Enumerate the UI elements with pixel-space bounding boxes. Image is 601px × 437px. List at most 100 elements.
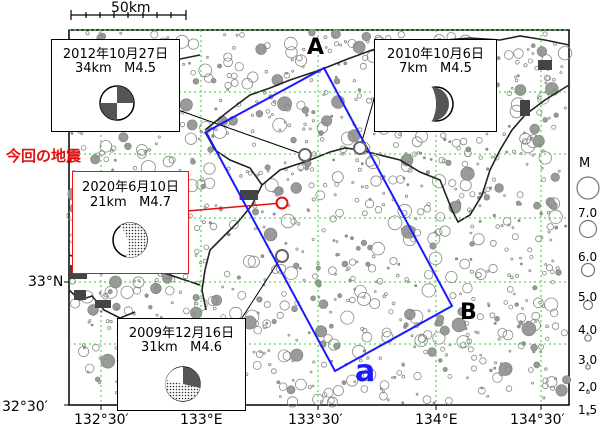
hypocenter-dot (531, 153, 535, 157)
hypocenter-dot (278, 128, 282, 132)
hypocenter-dot (373, 290, 377, 293)
hypocenter-dot (503, 194, 507, 197)
hypocenter-dot (195, 179, 206, 190)
hypocenter-dot (124, 142, 132, 150)
hypocenter-dot (520, 262, 523, 266)
hypocenter-dot (485, 147, 489, 151)
hypocenter-dot (204, 203, 210, 209)
x-tick-label: 132°30′ (74, 412, 129, 428)
hypocenter-dot (113, 158, 117, 162)
hypocenter-dot (516, 74, 520, 77)
hypocenter-dot (478, 219, 482, 223)
hypocenter-dot (98, 356, 102, 360)
hypocenter-dot (474, 268, 487, 281)
hypocenter-dot (436, 314, 445, 323)
hypocenter-dot (459, 258, 471, 270)
hypocenter-dot (323, 387, 334, 398)
hypocenter-dot (332, 385, 344, 397)
hypocenter-dot (303, 122, 307, 126)
event-depth: 34km (74, 61, 112, 76)
hypocenter-dot (440, 346, 446, 352)
hypocenter-dot (291, 172, 294, 176)
hypocenter-dot (214, 204, 218, 207)
hypocenter-dot (341, 152, 344, 156)
hypocenter-dot (153, 286, 157, 290)
hypocenter-dot (247, 171, 253, 176)
y-tick-label: 33°N (28, 274, 64, 290)
hypocenter-dot (256, 296, 263, 303)
hypocenter-dot (467, 346, 474, 353)
hypocenter-dot (538, 301, 542, 305)
hypocenter-dot (407, 167, 413, 173)
hypocenter-dot (340, 115, 344, 119)
hypocenter-dot (154, 284, 158, 288)
hypocenter-dot (421, 283, 436, 298)
hypocenter-dot (334, 75, 338, 79)
hypocenter-dot (550, 269, 555, 275)
hypocenter-dot (536, 109, 543, 116)
hypocenter-dot (395, 273, 400, 278)
hypocenter-dot (317, 295, 321, 299)
hypocenter-dot (263, 42, 271, 50)
hypocenter-dot (428, 251, 443, 266)
hypocenter-dot (182, 62, 186, 66)
hypocenter-dot (312, 393, 324, 406)
hypocenter-dot (533, 201, 541, 210)
hypocenter-dot (207, 146, 214, 153)
hypocenter-dot (301, 250, 305, 254)
hypocenter-dot (327, 48, 333, 54)
hypocenter-dot (429, 157, 433, 161)
hypocenter-dot (192, 78, 200, 85)
hypocenter-dot (354, 97, 358, 101)
hypocenter-dot (258, 170, 263, 176)
hypocenter-dot (362, 368, 377, 382)
hypocenter-dot (253, 326, 262, 335)
hypocenter-dot (512, 149, 517, 154)
hypocenter-dot (542, 117, 548, 123)
hypocenter-dot (294, 378, 307, 391)
hypocenter-dot (262, 324, 268, 330)
hypocenter-dot (463, 320, 470, 327)
hypocenter-dot (219, 98, 223, 103)
hypocenter-dot (514, 75, 518, 79)
hypocenter-dot (463, 149, 472, 158)
hypocenter-dot (212, 306, 217, 311)
hypocenter-dot (521, 307, 524, 310)
hypocenter-dot (527, 247, 533, 253)
hypocenter-dot (360, 185, 364, 189)
hypocenter-dot (326, 396, 338, 408)
magnitude-legend-symbols (576, 176, 600, 416)
hypocenter-dot (302, 278, 306, 282)
hypocenter-dot (476, 313, 484, 321)
hypocenter-dot (475, 271, 482, 279)
hypocenter-dot (459, 193, 465, 199)
hypocenter-dot (332, 239, 336, 242)
hypocenter-dot (449, 292, 457, 300)
hypocenter-dot (318, 299, 329, 310)
legend-symbol (580, 262, 596, 278)
hypocenter-dot (182, 273, 189, 280)
hypocenter-dot (290, 182, 302, 194)
hypocenter-dot (309, 78, 314, 82)
hypocenter-dot (278, 395, 282, 398)
hypocenter-dot (532, 135, 545, 148)
hypocenter-dot (415, 392, 419, 396)
hypocenter-dot (494, 361, 498, 365)
hypocenter-dot (285, 46, 298, 59)
hypocenter-dot (355, 158, 360, 163)
hypocenter-dot (388, 309, 394, 315)
hypocenter-dot (230, 72, 238, 80)
hypocenter-dot (542, 377, 549, 384)
hypocenter-dot (286, 396, 299, 408)
hypocenter-dot (467, 167, 471, 171)
hypocenter-dot (203, 205, 207, 209)
hypocenter-dot (533, 361, 541, 369)
hypocenter-dot (351, 180, 355, 184)
hypocenter-dot (356, 93, 362, 99)
hypocenter-dot (546, 264, 554, 272)
hypocenter-dot (284, 266, 299, 280)
hypocenter-dot (422, 395, 432, 404)
hypocenter-dot (296, 222, 301, 226)
hypocenter-dot (442, 366, 448, 372)
